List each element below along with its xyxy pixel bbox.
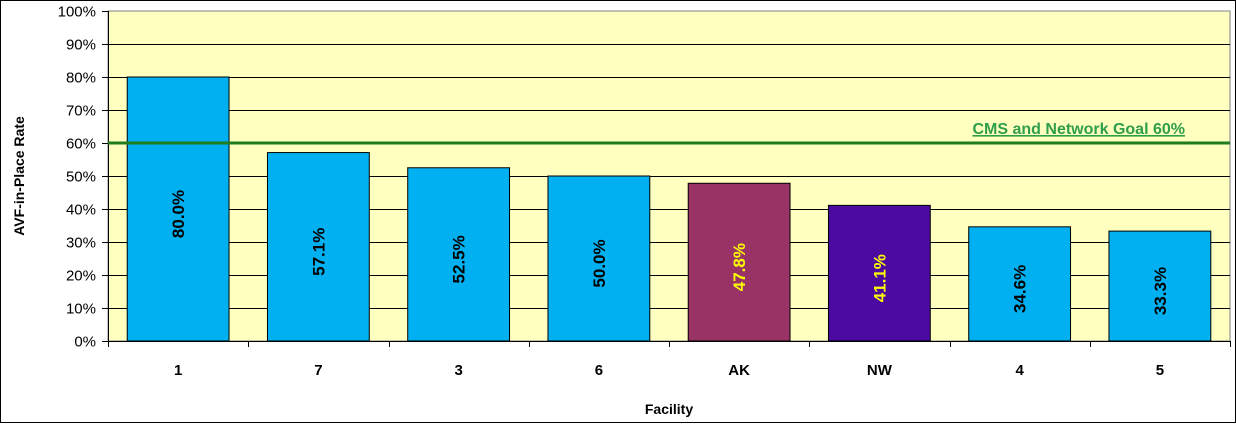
bar <box>266 152 370 342</box>
y-tick-label: 30% <box>66 235 96 252</box>
x-axis: 1 7 3 6 AK NW 4 5 <box>108 341 1231 379</box>
data-label: 57.1% <box>309 228 328 276</box>
data-label: 34.6% <box>1011 265 1030 313</box>
data-label: 33.3% <box>1151 267 1170 315</box>
y-tick-label: 40% <box>66 202 96 219</box>
y-axis-title: AVF-in-Place Rate <box>11 116 27 236</box>
data-label: 47.8% <box>730 243 749 291</box>
goal-line-label: CMS and Network Goal 60% <box>973 121 1186 138</box>
y-tick-label: 90% <box>66 37 96 54</box>
goal-line-group: CMS and Network Goal 60% <box>108 121 1230 145</box>
y-tick-label: 80% <box>66 70 96 87</box>
x-tick-label: 6 <box>595 362 603 379</box>
data-label: 50.0% <box>590 239 609 287</box>
x-tick-label: 1 <box>174 362 182 379</box>
x-tick-label: 5 <box>1156 362 1164 379</box>
bars: 80.0% 57.1% 52.5% 50.0% 47.8% 41.1% 34.6% 33.3% <box>126 76 1212 342</box>
x-tick-label: 7 <box>314 362 322 379</box>
bar <box>687 182 791 342</box>
bar <box>407 167 511 342</box>
data-label: 41.1% <box>870 254 889 302</box>
data-label: 80.0% <box>169 190 188 238</box>
y-tick-label: 100% <box>58 4 96 21</box>
y-axis: 0% 10% 20% 30% 40% 50% 60% 70% 80% 90% 100% <box>58 4 109 351</box>
bar <box>1108 230 1212 342</box>
x-tick-label: AK <box>728 362 750 379</box>
bar <box>827 204 931 342</box>
x-axis-title: Facility <box>645 401 693 417</box>
x-tick-label: NW <box>867 362 893 379</box>
y-tick-label: 0% <box>74 334 96 351</box>
y-tick-label: 50% <box>66 169 96 186</box>
y-tick-label: 60% <box>66 136 96 153</box>
bar <box>968 226 1072 342</box>
x-tick-label: 3 <box>454 362 462 379</box>
data-label: 52.5% <box>450 235 469 283</box>
y-tick-label: 20% <box>66 268 96 285</box>
bar <box>126 76 230 342</box>
y-tick-label: 10% <box>66 301 96 318</box>
y-tick-label: 70% <box>66 103 96 120</box>
x-tick-label: 4 <box>1015 362 1024 379</box>
